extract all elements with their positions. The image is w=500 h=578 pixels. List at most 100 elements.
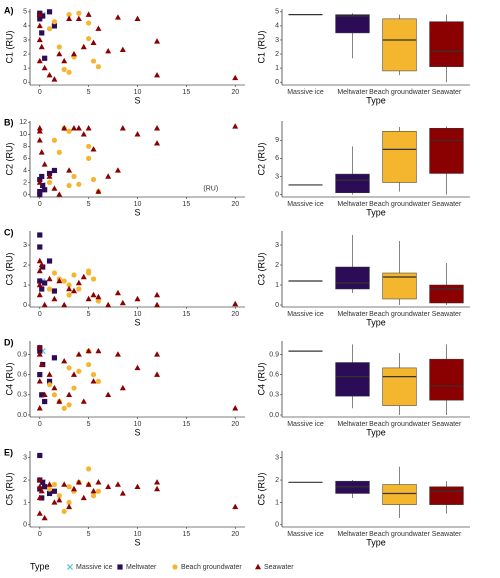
point — [36, 351, 43, 357]
point — [41, 161, 48, 167]
x-tick-label: Massive ice — [287, 311, 324, 318]
point — [119, 384, 126, 391]
point — [46, 26, 53, 32]
point — [95, 25, 102, 31]
point — [85, 481, 92, 487]
point — [51, 23, 58, 29]
point — [61, 57, 68, 64]
point — [36, 57, 43, 64]
point — [85, 347, 92, 354]
point — [61, 357, 68, 364]
point — [66, 285, 73, 292]
point — [105, 48, 112, 54]
y-tick-label: 1 — [275, 499, 279, 506]
point — [41, 514, 48, 521]
point — [90, 58, 97, 64]
point — [37, 244, 43, 250]
point — [46, 9, 53, 15]
point — [51, 295, 58, 302]
x-tick-label: Beach groundwater — [369, 531, 430, 538]
y-tick-label: 0 — [23, 522, 27, 529]
x-tick-label: 20 — [231, 311, 239, 318]
point — [66, 499, 72, 506]
point — [66, 12, 72, 18]
point — [154, 125, 161, 131]
point — [46, 258, 53, 264]
point — [86, 466, 92, 472]
x-tick-label: Massive ice — [287, 531, 324, 538]
point — [75, 479, 82, 485]
y-tick-label: 0 — [275, 191, 279, 198]
point — [36, 11, 43, 17]
point — [154, 371, 161, 377]
y-tick-label: 4 — [275, 23, 279, 30]
point — [70, 371, 77, 377]
point — [39, 173, 45, 180]
x-tick-label: 0 — [38, 531, 42, 538]
x-axis-label: S — [134, 207, 140, 217]
point — [61, 481, 68, 487]
y-tick-label: 5 — [23, 9, 27, 16]
y-tick-label: 2 — [275, 51, 279, 58]
point — [46, 173, 53, 179]
y-tick-label: 1 — [23, 65, 27, 72]
point — [38, 361, 45, 367]
point — [61, 278, 67, 284]
y-tick-label: 3 — [275, 173, 279, 180]
legend-label: Seawater — [264, 564, 294, 571]
point — [37, 452, 43, 459]
point — [36, 137, 43, 143]
point — [61, 66, 67, 73]
point — [39, 286, 45, 292]
point — [80, 273, 87, 280]
x-tick-label: 0 — [38, 201, 42, 208]
point — [42, 187, 48, 193]
point — [66, 167, 73, 173]
x-axis-label: S — [134, 427, 140, 437]
y-tick-label: 12 — [19, 119, 27, 126]
x-tick-label: 20 — [231, 531, 239, 538]
point — [90, 372, 97, 378]
point — [42, 55, 48, 61]
point — [86, 143, 92, 149]
x-tick-label: Meltwater — [337, 89, 368, 96]
point — [51, 270, 58, 276]
x-tick-label: Massive ice — [287, 201, 324, 208]
point — [90, 493, 97, 499]
point — [86, 20, 92, 26]
point — [51, 481, 58, 488]
box — [429, 358, 464, 401]
point — [39, 495, 45, 501]
point — [42, 280, 48, 286]
legend-label: Meltwater — [126, 564, 157, 571]
point — [66, 128, 72, 134]
y-tick-label: 3 — [275, 242, 279, 249]
point — [119, 125, 126, 131]
y-tick-label: 6 — [275, 155, 279, 162]
point — [90, 146, 97, 152]
x-tick-label: Meltwater — [337, 531, 368, 538]
point — [76, 181, 82, 187]
box — [429, 127, 464, 174]
x-tick-label: Meltwater — [337, 201, 368, 208]
point — [86, 361, 92, 368]
point — [232, 405, 239, 411]
point — [46, 490, 53, 497]
point — [38, 488, 45, 494]
x-axis-label: Type — [366, 207, 386, 217]
point — [56, 398, 63, 404]
point — [86, 35, 92, 42]
box — [429, 21, 464, 67]
point — [95, 488, 102, 494]
point — [36, 483, 43, 489]
point — [46, 378, 53, 384]
x-tick-label: 20 — [231, 421, 239, 428]
legend-key — [66, 563, 74, 571]
point — [37, 188, 43, 195]
y-axis-label: C3 (RU) — [4, 252, 14, 285]
box — [429, 284, 464, 304]
point — [39, 30, 45, 36]
point — [51, 488, 58, 494]
point — [36, 257, 43, 264]
point — [75, 15, 82, 22]
